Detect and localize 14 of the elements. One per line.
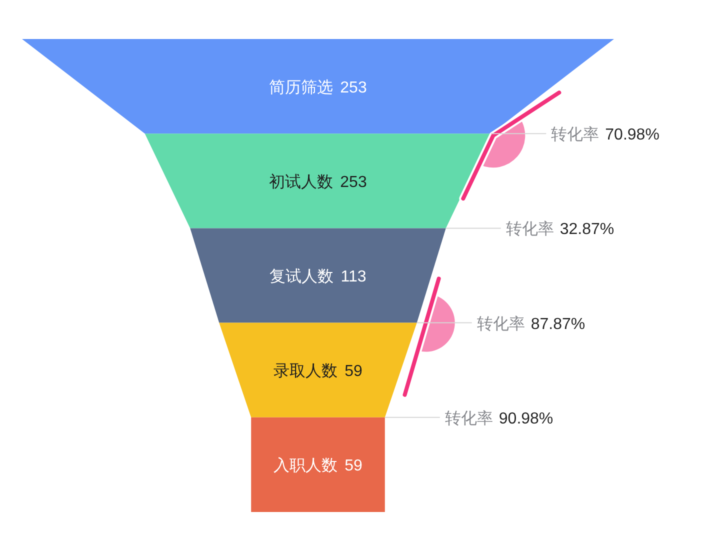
data-label: 253 — [340, 174, 367, 191]
category-label: 初试人数 — [269, 172, 334, 191]
text: 转化率 90.98% — [444, 409, 554, 428]
data-label: 59 — [344, 458, 362, 475]
category-label: 复试人数 — [270, 268, 334, 286]
category-label: 录取人数 — [274, 363, 338, 380]
text: 转化率 70.98% — [551, 126, 660, 144]
text: 转化率 32.87% — [506, 220, 614, 238]
data-label: 59 — [344, 363, 362, 380]
text: 转化率 87.87% — [476, 314, 586, 333]
category-label: 简历筛选 — [269, 78, 334, 96]
data-label: 113 — [340, 268, 366, 286]
data-label: 253 — [340, 79, 367, 96]
category-label: 入职人数 — [274, 456, 338, 475]
